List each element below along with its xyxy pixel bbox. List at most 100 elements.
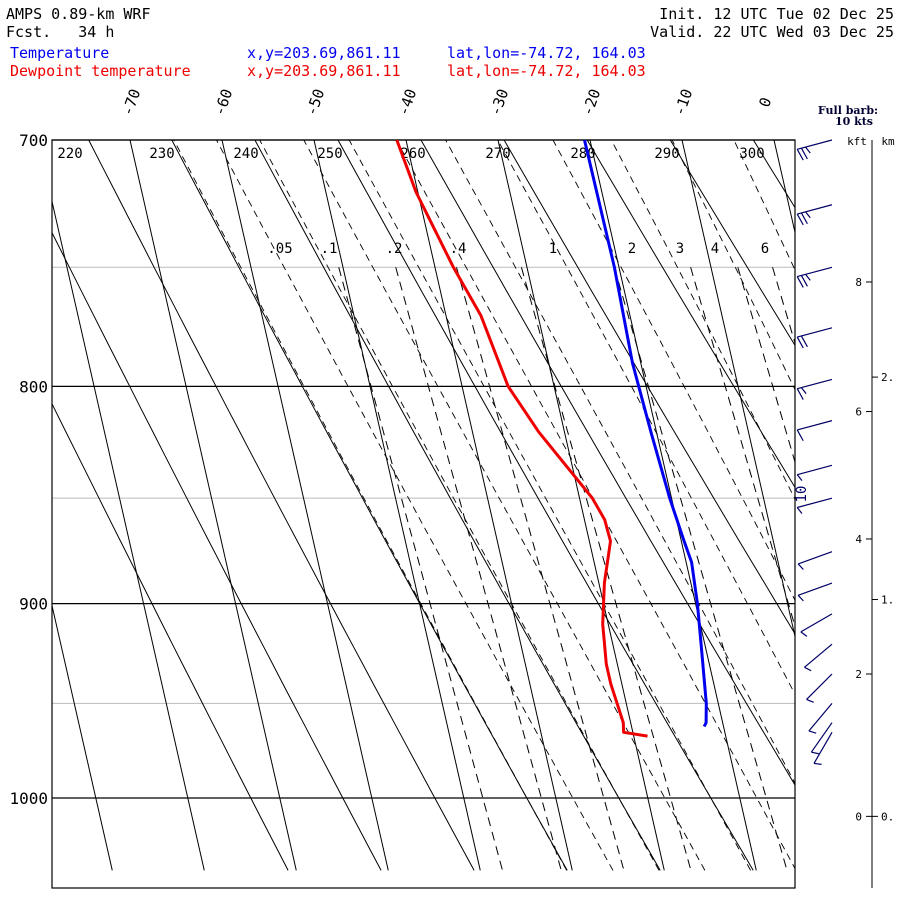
legend-temperature-xy: x,y=203.69,861.11 bbox=[247, 44, 401, 62]
isotherm-line bbox=[313, 140, 481, 871]
wind-barb bbox=[804, 643, 833, 672]
dry-adiabat-line bbox=[52, 402, 289, 871]
wind-barb bbox=[796, 420, 833, 442]
moist-adiabat-line bbox=[348, 140, 751, 871]
wind-barb bbox=[796, 378, 833, 400]
dry-adiabat-line bbox=[337, 140, 754, 871]
wind-barb-feather bbox=[806, 698, 814, 703]
wind-barb-feather bbox=[813, 762, 822, 765]
mixing-ratio-label: 2 bbox=[628, 241, 636, 257]
forecast-value: 34 h bbox=[78, 23, 115, 41]
isotherm-label: -70 bbox=[118, 86, 144, 118]
dry-adiabat-line bbox=[669, 140, 795, 347]
moist-adiabat-line bbox=[259, 140, 660, 871]
background-lines bbox=[0, 140, 900, 871]
wind-barb-feather bbox=[800, 275, 808, 287]
mixing-ratio-label: .1 bbox=[321, 241, 338, 257]
mixing-ratio-label: .4 bbox=[450, 241, 467, 257]
dry-adiabat-label: 270 bbox=[485, 146, 510, 162]
wind-barb-staff bbox=[806, 673, 833, 700]
isotherm-line bbox=[773, 140, 795, 235]
moist-adiabat-line bbox=[794, 140, 795, 141]
wind-barb-feather bbox=[796, 149, 804, 161]
dry-adiabat-label: 300 bbox=[739, 146, 764, 162]
wind-barb-feather bbox=[796, 336, 804, 349]
mixing-ratio-label: 1 bbox=[549, 241, 557, 257]
wind-barb-staff bbox=[797, 204, 833, 215]
wind-barb-feather bbox=[796, 276, 804, 288]
pressure-tick-label: 700 bbox=[19, 131, 48, 150]
isotherm-line bbox=[52, 603, 113, 871]
km-tick-label: 0. bbox=[881, 810, 894, 823]
isotherm-line bbox=[221, 140, 389, 871]
legend-temperature-latlon: lat,lon=-74.72, 164.03 bbox=[447, 44, 646, 62]
wind-barb-staff bbox=[797, 464, 833, 476]
isotherm-label: -40 bbox=[394, 86, 420, 118]
wind-barb-feather bbox=[796, 474, 803, 482]
dry-adiabat-label: 260 bbox=[400, 146, 425, 162]
wind-barb-staff bbox=[804, 643, 833, 668]
dry-adiabat-line bbox=[88, 140, 475, 871]
wind-barb bbox=[796, 464, 833, 482]
moist-adiabat-line bbox=[610, 140, 795, 501]
wind-barb-feather bbox=[800, 335, 808, 348]
wind-barb-feather bbox=[797, 594, 804, 602]
wind-barb-feather bbox=[811, 751, 819, 755]
mixing-ratio-line bbox=[823, 267, 900, 870]
isotherm-label: -20 bbox=[578, 86, 604, 118]
wind-barb-feather bbox=[800, 147, 808, 160]
wind-barbs: Full barb:10 kts 10 bbox=[794, 104, 878, 765]
dry-adiabat-line bbox=[171, 140, 568, 871]
model-title: AMPS 0.89-km WRF bbox=[6, 5, 151, 23]
height-km-label: km bbox=[881, 135, 895, 148]
temperature-profile-line bbox=[583, 140, 708, 728]
pressure-tick-label: 800 bbox=[19, 377, 48, 396]
wind-barb-staff bbox=[797, 327, 833, 338]
plot-border bbox=[51, 139, 796, 889]
wind-barb-feather bbox=[796, 213, 804, 226]
legend-dewpoint-name: Dewpoint temperature bbox=[10, 62, 191, 80]
wind-barb-staff bbox=[797, 266, 833, 278]
dry-adiabat-line bbox=[503, 140, 795, 635]
dry-adiabat-label: 290 bbox=[654, 146, 679, 162]
isotherm-label: -10 bbox=[670, 86, 696, 118]
wind-barb bbox=[797, 551, 833, 570]
wind-barb-staff bbox=[810, 722, 833, 753]
moist-adiabat-line bbox=[671, 140, 795, 391]
wind-barb-staff bbox=[797, 420, 833, 431]
kft-tick-label: 6 bbox=[855, 406, 862, 419]
wind-barb-staff bbox=[800, 613, 833, 633]
plot-frame bbox=[51, 139, 796, 889]
mixing-ratio-label: 6 bbox=[761, 241, 769, 257]
moist-adiabat-line bbox=[173, 140, 568, 871]
wind-barb-staff bbox=[797, 551, 833, 565]
isotherm-line bbox=[0, 140, 20, 870]
wind-barb-feather bbox=[805, 273, 811, 281]
legend-dewpoint-latlon: lat,lon=-74.72, 164.03 bbox=[447, 62, 646, 80]
wind-barb-staff bbox=[797, 139, 833, 150]
kft-tick-label: 2 bbox=[855, 668, 862, 681]
dry-adiabat-label: 280 bbox=[570, 146, 595, 162]
wind-barb-staff bbox=[797, 582, 833, 596]
wind-barb bbox=[808, 702, 833, 734]
moist-adiabat-line bbox=[216, 140, 614, 871]
mixing-ratio-label: 4 bbox=[711, 241, 719, 257]
isotherm-line bbox=[52, 199, 205, 871]
wind-barb-feather bbox=[796, 507, 803, 514]
pressure-tick-label: 1000 bbox=[9, 789, 48, 808]
dry-adiabat-line bbox=[254, 140, 661, 871]
wind-barb bbox=[796, 266, 833, 288]
mixing-ratio-label: 3 bbox=[676, 241, 684, 257]
wind-barb-feather bbox=[800, 212, 808, 225]
wind-barb-feather bbox=[804, 666, 812, 672]
wind-barb bbox=[810, 722, 833, 755]
isotherm-line bbox=[866, 140, 900, 870]
wind-barb-feather bbox=[805, 146, 811, 154]
wind-barb-staff bbox=[813, 731, 833, 764]
full-barb-label: Full barb: bbox=[818, 104, 878, 117]
kft-tick-label: 4 bbox=[855, 533, 862, 546]
mixing-ratio-line bbox=[395, 267, 562, 871]
dry-adiabat-label: 230 bbox=[149, 146, 174, 162]
init-time: Init. 12 UTC Tue 02 Dec 25 bbox=[659, 5, 894, 23]
wind-barb-staff bbox=[797, 378, 833, 390]
